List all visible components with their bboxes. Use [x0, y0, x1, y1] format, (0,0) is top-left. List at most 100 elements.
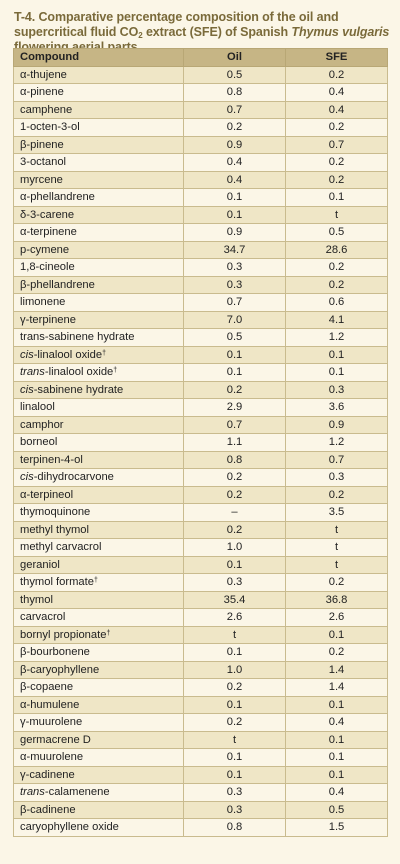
table-row: thymol 35.4 36.8	[13, 590, 388, 609]
compound-pre: methyl thymol	[20, 523, 90, 536]
sfe-value-cell: 4.1	[285, 310, 388, 329]
table-row: α-phellandrene 0.1 0.1	[13, 188, 388, 207]
oil-value-cell: 0.3	[183, 573, 286, 592]
oil-value-cell: 0.2	[183, 713, 286, 732]
compound-cell: caryophyllene oxide	[13, 818, 184, 837]
compound-sup: †	[102, 349, 107, 357]
table-row: α-terpinene 0.9 0.5	[13, 223, 388, 242]
table-row: borneol 1.1 1.2	[13, 433, 388, 452]
table-row: myrcene 0.4 0.2	[13, 170, 388, 189]
table-row: trans-sabinene hydrate 0.5 1.2	[13, 328, 388, 347]
table-row: terpinen-4-ol 0.8 0.7	[13, 450, 388, 469]
oil-value-cell: 0.2	[183, 520, 286, 539]
table-row: 1-octen-3-ol 0.2 0.2	[13, 118, 388, 137]
compound-pre: β-phellandrene	[20, 278, 95, 291]
compound-cell: α-pinene	[13, 83, 184, 102]
compound-pre: bornyl propionate	[20, 628, 107, 641]
compound-cell: cis-linalool oxide†	[13, 345, 184, 364]
compound-cell: borneol	[13, 433, 184, 452]
compound-pre: camphor	[20, 418, 64, 431]
table-row: camphene 0.7 0.4	[13, 100, 388, 119]
compound-sup: †	[106, 629, 111, 637]
compound-cell: camphene	[13, 100, 184, 119]
compound-cell: methyl carvacrol	[13, 538, 184, 557]
compound-rest: -linalool oxide	[33, 348, 103, 361]
compound-cell: terpinen-4-ol	[13, 450, 184, 469]
sfe-value-cell: 0.5	[285, 800, 388, 819]
oil-value-cell: 0.8	[183, 450, 286, 469]
oil-value-cell: 35.4	[183, 590, 286, 609]
sfe-value-cell: 0.1	[285, 345, 388, 364]
compound-pre: linalool	[20, 401, 55, 414]
oil-value-cell: 0.1	[183, 555, 286, 574]
oil-value-cell: 0.3	[183, 800, 286, 819]
compound-pre: terpinen-4-ol	[20, 453, 83, 466]
compound-pre: methyl carvacrol	[20, 541, 102, 554]
compound-pre: p-cymene	[20, 243, 70, 256]
sfe-value-cell: 0.2	[285, 643, 388, 662]
compound-pre: β-pinene	[20, 138, 64, 151]
table-row: thymol formate† 0.3 0.2	[13, 573, 388, 592]
compound-pre: myrcene	[20, 173, 63, 186]
compound-it: trans	[20, 786, 45, 799]
oil-value-cell: 0.5	[183, 328, 286, 347]
sfe-value-cell: 0.1	[285, 625, 388, 644]
table-row: γ-terpinene 7.0 4.1	[13, 310, 388, 329]
table-row: carvacrol 2.6 2.6	[13, 608, 388, 627]
compound-pre: caryophyllene oxide	[20, 821, 119, 834]
sfe-value-cell: 0.2	[285, 573, 388, 592]
compound-pre: 1-octen-3-ol	[20, 121, 80, 134]
sfe-value-cell: 2.6	[285, 608, 388, 627]
sfe-value-cell: 0.4	[285, 83, 388, 102]
compound-it: cis	[20, 383, 34, 396]
compound-pre: camphene	[20, 103, 73, 116]
oil-value-cell: 0.3	[183, 783, 286, 802]
compound-cell: trans-sabinene hydrate	[13, 328, 184, 347]
table-row: trans-calamenene 0.3 0.4	[13, 783, 388, 802]
oil-value-cell: 0.7	[183, 293, 286, 312]
compound-pre: α-terpinene	[20, 226, 77, 239]
table-row: methyl thymol 0.2 t	[13, 520, 388, 539]
oil-value-cell: 0.2	[183, 118, 286, 137]
compound-rest: -sabinene hydrate	[33, 383, 124, 396]
compound-cell: β-copaene	[13, 678, 184, 697]
compound-pre: α-terpineol	[20, 488, 74, 501]
sfe-value-cell: 0.4	[285, 783, 388, 802]
title-subscript: 2	[138, 31, 143, 40]
compound-cell: trans-calamenene	[13, 783, 184, 802]
sfe-value-cell: 0.2	[285, 258, 388, 277]
table-row: bornyl propionate† t 0.1	[13, 625, 388, 644]
sfe-value-cell: 0.7	[285, 450, 388, 469]
table-row: limonene 0.7 0.6	[13, 293, 388, 312]
oil-value-cell: 0.8	[183, 818, 286, 837]
oil-value-cell: 1.0	[183, 538, 286, 557]
compound-pre: β-copaene	[20, 681, 74, 694]
sfe-value-cell: 0.2	[285, 65, 388, 84]
table-row: 3-octanol 0.4 0.2	[13, 153, 388, 172]
compound-sup: †	[94, 577, 98, 585]
table-row: β-bourbonene 0.1 0.2	[13, 643, 388, 662]
compound-pre: γ-muurolene	[20, 716, 83, 729]
compound-sup: †	[113, 367, 118, 375]
compound-cell: thymol	[13, 590, 184, 609]
table-row: linalool 2.9 3.6	[13, 398, 388, 417]
table-row: cis-sabinene hydrate 0.2 0.3	[13, 380, 388, 399]
compound-cell: linalool	[13, 398, 184, 417]
sfe-value-cell: 36.8	[285, 590, 388, 609]
sfe-value-cell: 1.5	[285, 818, 388, 837]
sfe-value-cell: 0.2	[285, 275, 388, 294]
sfe-value-cell: t	[285, 555, 388, 574]
table-row: camphor 0.7 0.9	[13, 415, 388, 434]
sfe-value-cell: 1.4	[285, 678, 388, 697]
table-row: γ-cadinene 0.1 0.1	[13, 765, 388, 784]
sfe-value-cell: t	[285, 538, 388, 557]
header-sfe: SFE	[285, 48, 388, 67]
compound-rest: -calamenene	[44, 786, 110, 799]
sfe-value-cell: 0.4	[285, 100, 388, 119]
oil-value-cell: 0.2	[183, 485, 286, 504]
oil-value-cell: 0.1	[183, 345, 286, 364]
oil-value-cell: 0.2	[183, 380, 286, 399]
compound-cell: bornyl propionate†	[13, 625, 184, 644]
table-row: β-pinene 0.9 0.7	[13, 135, 388, 154]
oil-value-cell: 1.1	[183, 433, 286, 452]
